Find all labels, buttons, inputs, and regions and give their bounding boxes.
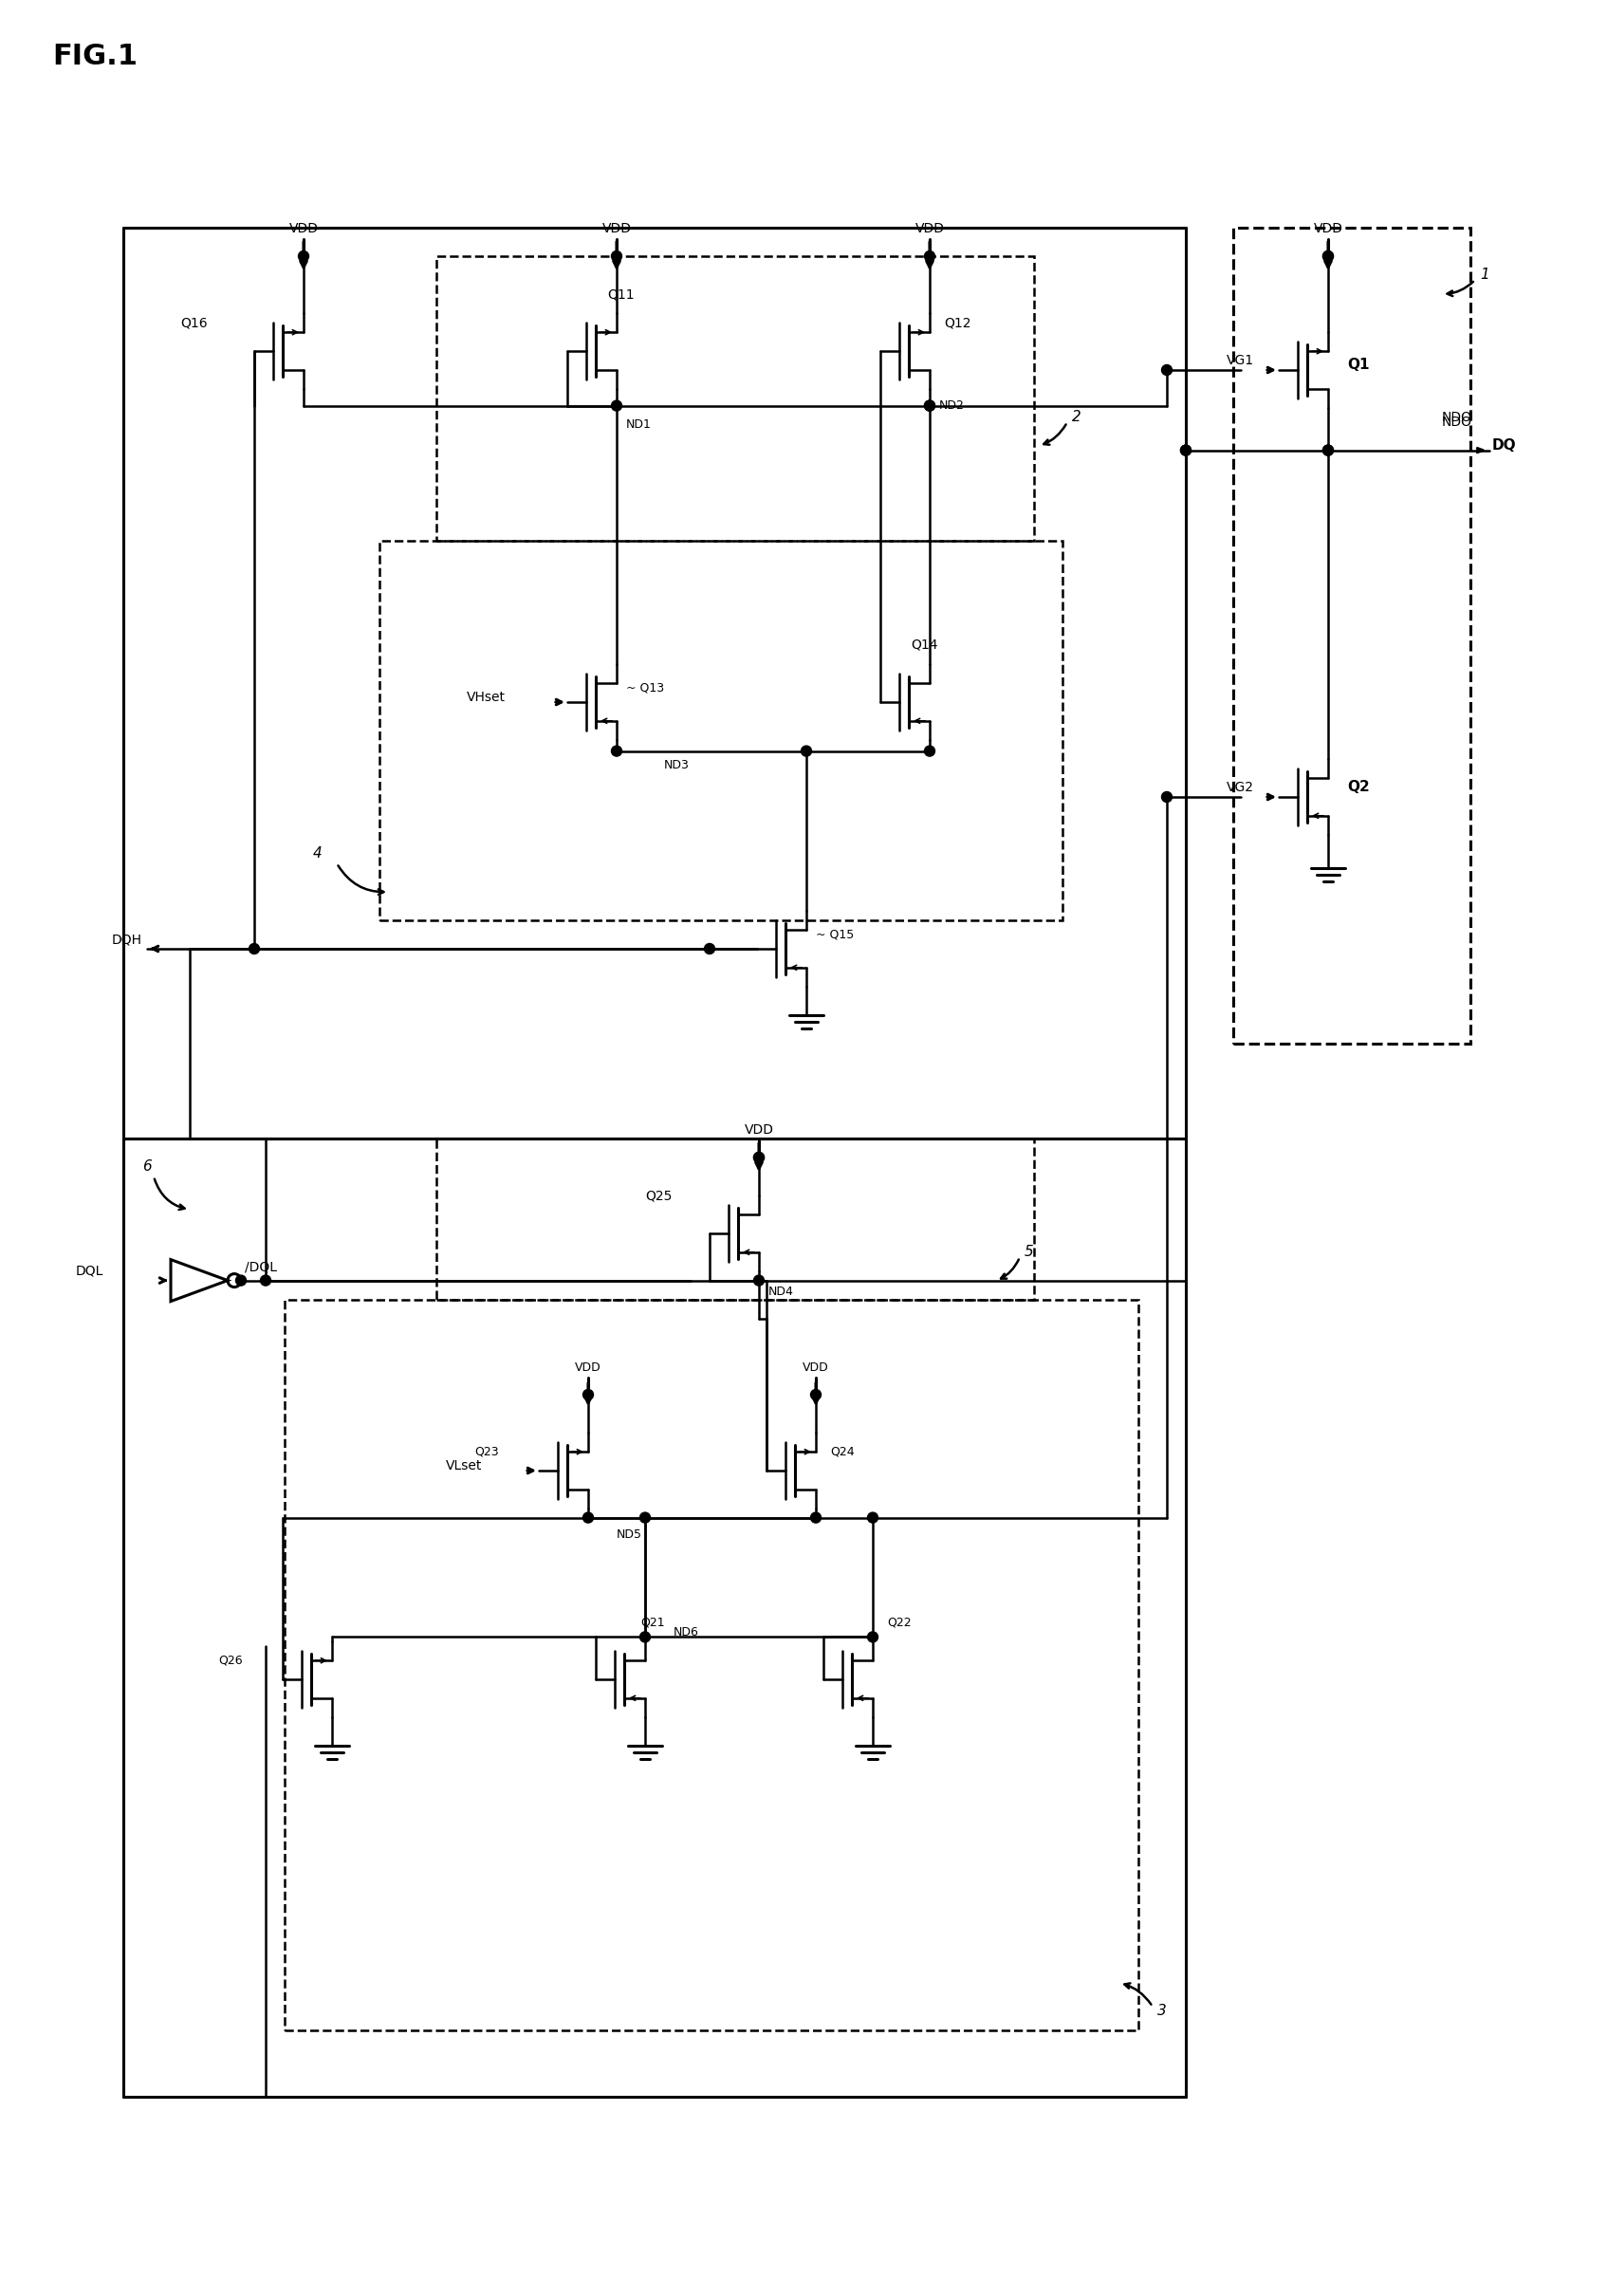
Circle shape (1323, 445, 1334, 455)
Text: VHset: VHset (466, 691, 506, 705)
Text: Q26: Q26 (219, 1653, 243, 1667)
Circle shape (810, 1389, 821, 1401)
Bar (284, 1300, 1138, 2030)
Text: NDO: NDO (1441, 411, 1472, 425)
Text: ~ Q13: ~ Q13 (627, 682, 664, 693)
Text: VDD: VDD (914, 223, 945, 234)
Circle shape (754, 1274, 765, 1286)
Circle shape (924, 746, 935, 755)
Text: Q23: Q23 (474, 1446, 498, 1458)
Circle shape (1162, 792, 1172, 801)
Circle shape (1323, 250, 1334, 262)
Text: VG2: VG2 (1226, 781, 1253, 794)
Circle shape (924, 400, 935, 411)
Circle shape (640, 1632, 651, 1642)
Circle shape (754, 1153, 765, 1162)
Circle shape (802, 746, 812, 755)
Text: 5: 5 (1025, 1244, 1033, 1261)
Circle shape (810, 1513, 821, 1522)
Text: Q12: Q12 (943, 317, 971, 328)
Text: ND6: ND6 (673, 1626, 699, 1639)
Text: VDD: VDD (744, 1123, 773, 1137)
Text: 1: 1 (1480, 269, 1490, 282)
Circle shape (924, 250, 935, 262)
Circle shape (260, 1274, 272, 1286)
Text: VDD: VDD (603, 223, 632, 234)
Circle shape (249, 944, 259, 953)
Circle shape (236, 1274, 246, 1286)
Text: ND4: ND4 (768, 1286, 794, 1297)
Text: NDO: NDO (1441, 416, 1472, 429)
Text: Q24: Q24 (831, 1446, 855, 1458)
Circle shape (299, 250, 309, 262)
Text: 3: 3 (1157, 2004, 1167, 2018)
Text: ~ Q15: ~ Q15 (816, 928, 853, 941)
Text: ND5: ND5 (617, 1529, 643, 1541)
Text: VG1: VG1 (1226, 354, 1253, 367)
Text: Q25: Q25 (644, 1189, 672, 1203)
Circle shape (704, 944, 715, 953)
Text: VDD: VDD (802, 1362, 829, 1373)
Text: Q14: Q14 (911, 638, 938, 652)
Text: Q1: Q1 (1347, 358, 1369, 372)
Text: VDD: VDD (575, 1362, 601, 1373)
Circle shape (583, 1513, 593, 1522)
Circle shape (611, 400, 622, 411)
Text: Q21: Q21 (640, 1616, 665, 1628)
Text: DQH: DQH (112, 932, 143, 946)
Circle shape (611, 746, 622, 755)
Circle shape (611, 250, 622, 262)
Circle shape (1323, 445, 1334, 455)
Text: DQL: DQL (76, 1265, 104, 1277)
Circle shape (868, 1632, 877, 1642)
Bar (379, 542, 1062, 921)
Text: VDD: VDD (1313, 223, 1343, 234)
Circle shape (1323, 250, 1334, 262)
Text: DQ: DQ (1493, 439, 1517, 452)
Circle shape (1162, 365, 1172, 374)
Text: Q11: Q11 (607, 287, 635, 301)
Text: Q16: Q16 (180, 317, 207, 328)
Circle shape (583, 1389, 593, 1401)
Text: /DQL: /DQL (244, 1261, 276, 1274)
Circle shape (1181, 445, 1191, 455)
Circle shape (868, 1513, 877, 1522)
Text: ND1: ND1 (627, 418, 651, 432)
Text: 2: 2 (1072, 411, 1082, 425)
Text: Q22: Q22 (887, 1616, 911, 1628)
Text: VDD: VDD (289, 223, 318, 234)
Circle shape (640, 1513, 651, 1522)
Bar (437, 257, 1033, 542)
Circle shape (754, 1153, 765, 1162)
Text: VLset: VLset (445, 1460, 482, 1472)
Text: FIG.1: FIG.1 (51, 44, 138, 71)
Text: 4: 4 (313, 847, 323, 861)
Bar (437, 1139, 1033, 1300)
Text: Q2: Q2 (1347, 781, 1369, 794)
Text: ND3: ND3 (664, 760, 689, 771)
Bar (1233, 227, 1470, 1045)
Circle shape (924, 400, 935, 411)
Circle shape (1181, 445, 1191, 455)
Text: 6: 6 (143, 1159, 151, 1173)
Text: ND2: ND2 (938, 400, 964, 411)
